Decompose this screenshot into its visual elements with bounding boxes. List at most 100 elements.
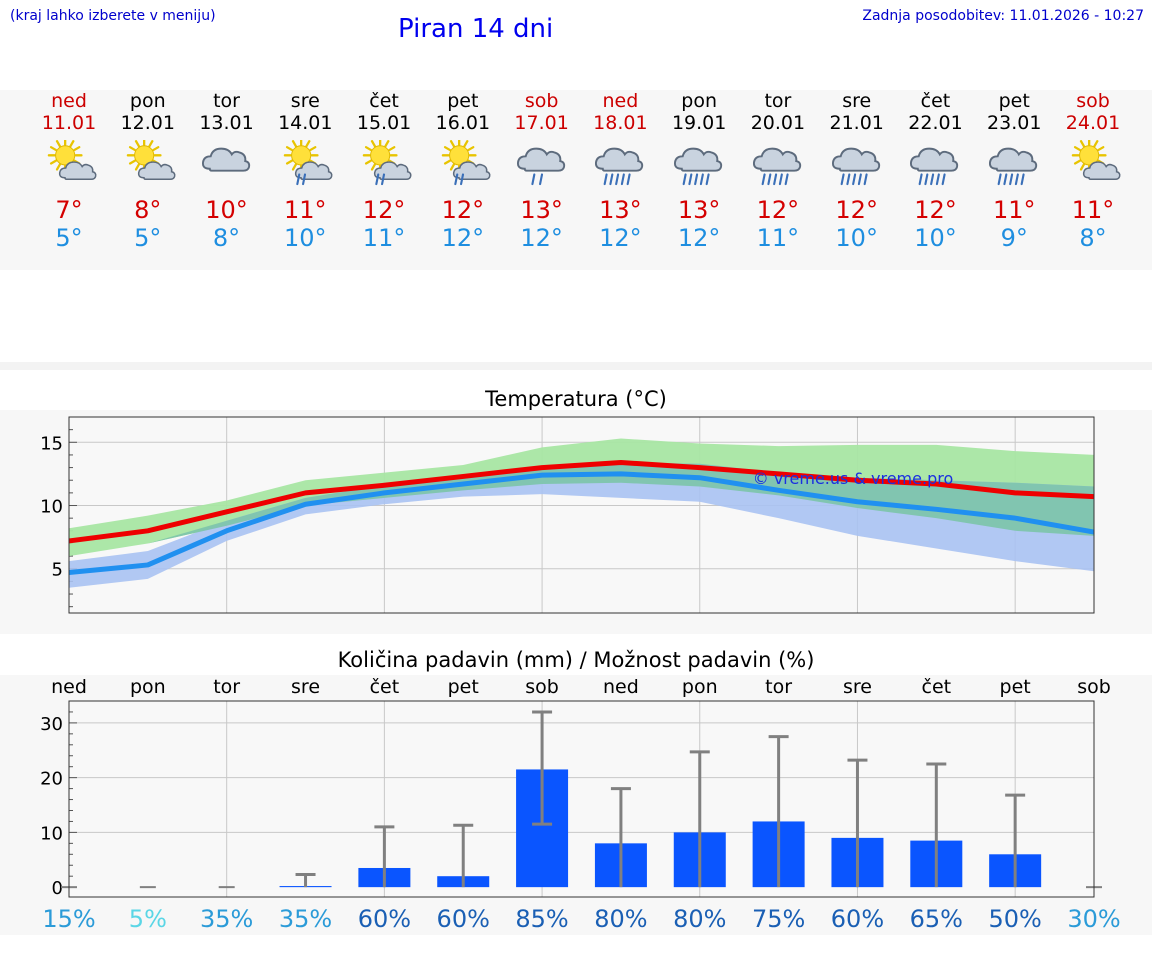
day-name: tor	[764, 90, 792, 112]
sun-icon	[284, 140, 319, 173]
location-menu-hint[interactable]: (kraj lahko izberete v meniju)	[10, 8, 216, 24]
day-name: pon	[681, 90, 718, 112]
cloud-icon	[831, 147, 880, 172]
day-name: sre	[842, 90, 872, 112]
sun-cloud-icon	[1071, 140, 1121, 181]
cloud-rain-icon	[516, 147, 565, 186]
cloud-icon	[1082, 161, 1121, 181]
x-tick-label: pon	[682, 676, 718, 698]
day-column: sre 21.01 12° 10°	[817, 90, 897, 252]
day-name: sre	[290, 90, 320, 112]
temp-min: 8°	[1079, 224, 1107, 252]
day-column: pon 12.01 8° 5°	[108, 90, 188, 252]
rain-icon	[454, 173, 464, 186]
precip-chart-title: Količina padavin (mm) / Možnost padavin …	[337, 648, 815, 672]
sun-cloud-icon	[126, 140, 176, 181]
cloud-heavy-rain-icon	[831, 147, 880, 186]
day-column: tor 13.01 10° 8°	[187, 90, 267, 252]
day-date: 21.01	[829, 112, 884, 134]
day-name: sob	[1076, 90, 1110, 112]
rain-icon	[761, 173, 789, 186]
day-date: 12.01	[120, 112, 175, 134]
watermark: © vreme.us & vreme.pro	[753, 469, 954, 488]
sun-cloud-icon	[47, 140, 97, 181]
day-date: 22.01	[908, 112, 963, 134]
plot-frame	[68, 416, 1095, 614]
temp-max: 13°	[677, 196, 721, 224]
x-tick-label: čet	[922, 676, 952, 698]
temp-max: 12°	[441, 196, 485, 224]
separator	[0, 362, 1152, 370]
x-tick-label: pon	[130, 676, 166, 698]
day-date: 17.01	[514, 112, 569, 134]
temp-max: 12°	[835, 196, 878, 224]
day-date: 18.01	[593, 112, 648, 134]
precip-probability: 50%	[988, 905, 1041, 933]
rain-icon	[296, 173, 307, 186]
day-column: ned 11.01 7° 5°	[29, 90, 109, 252]
day-date: 19.01	[671, 112, 727, 134]
x-tick-label: pet	[1000, 676, 1031, 698]
temp-min: 8°	[212, 224, 241, 252]
day-date: 14.01	[278, 112, 333, 134]
rain-icon	[919, 173, 947, 186]
temp-min: 12°	[520, 224, 563, 252]
day-date: 24.01	[1065, 112, 1121, 134]
cloud-icon	[989, 147, 1038, 172]
day-column: ned 18.01 13° 12°	[580, 90, 660, 252]
y-tick-label: 10	[40, 823, 63, 844]
temp-max: 12°	[362, 196, 406, 224]
sun-cloud-rain-icon	[362, 140, 412, 186]
day-column: pet 23.01 11° 9°	[974, 90, 1054, 252]
temp-max: 8°	[134, 196, 162, 224]
temp-min: 10°	[914, 224, 957, 252]
cloud-icon	[137, 161, 176, 181]
precipitation-chart: 0 10 20 30 ned pon tor sre čet pet sob ned pon tor sre…	[40, 676, 1121, 933]
x-tick-label: sob	[1077, 676, 1111, 698]
temp-max: 11°	[284, 196, 327, 224]
day-column: čet 15.01 12° 11°	[344, 90, 424, 252]
temp-max: 10°	[205, 196, 248, 224]
day-column: sob 17.01 13° 12°	[502, 90, 582, 252]
precip-probability: 60%	[831, 905, 884, 933]
x-tick-label: sre	[843, 676, 872, 698]
day-column: sre 14.01 11° 10°	[265, 90, 345, 252]
rain-icon	[375, 173, 386, 186]
cloud-heavy-rain-icon	[752, 147, 802, 186]
day-name: pet	[998, 90, 1030, 112]
day-date: 16.01	[435, 112, 491, 134]
temperature-chart-title: Temperatura (°C)	[485, 387, 667, 411]
overlap-band	[69, 462, 1094, 557]
precip-probability: 85%	[515, 905, 568, 933]
cloud-icon	[752, 147, 802, 172]
rain-icon	[997, 173, 1025, 186]
day-name: čet	[920, 90, 951, 112]
day-name: pon	[129, 90, 166, 112]
y-tick-label: 30	[40, 714, 63, 735]
temperature-chart: 5 10 15 © vreme.us & vreme.pro	[40, 416, 1095, 614]
last-updated: Zadnja posodobitev: 11.01.2026 - 10:27	[862, 8, 1144, 24]
day-name: ned	[602, 90, 639, 112]
x-tick-label: čet	[370, 676, 400, 698]
precip-probability: 60%	[437, 905, 490, 933]
temp-max: 13°	[520, 196, 563, 224]
temp-min: 10°	[284, 224, 327, 252]
y-tick-label: 0	[52, 878, 63, 899]
temp-min: 12°	[599, 224, 642, 252]
y-tick-label: 15	[40, 433, 63, 454]
rain-icon	[603, 173, 632, 186]
day-name: pet	[447, 90, 479, 112]
y-tick-label: 20	[40, 769, 63, 790]
plot-frame	[68, 700, 1095, 898]
day-name: čet	[369, 90, 399, 112]
max-range-band	[69, 438, 1094, 557]
day-name: sob	[524, 90, 559, 112]
rain-icon	[682, 173, 710, 186]
temp-max: 12°	[756, 196, 800, 224]
sun-icon	[47, 140, 83, 173]
cloud-icon	[516, 147, 565, 172]
cloud-icon	[910, 147, 959, 172]
sun-cloud-rain-icon	[441, 140, 491, 186]
precip-probability: 30%	[1067, 905, 1120, 933]
daily-forecast-strip: ned 11.01 7° 5° pon 12.01 8° 5° tor 13.01 10° 8° sre…	[0, 90, 1152, 270]
